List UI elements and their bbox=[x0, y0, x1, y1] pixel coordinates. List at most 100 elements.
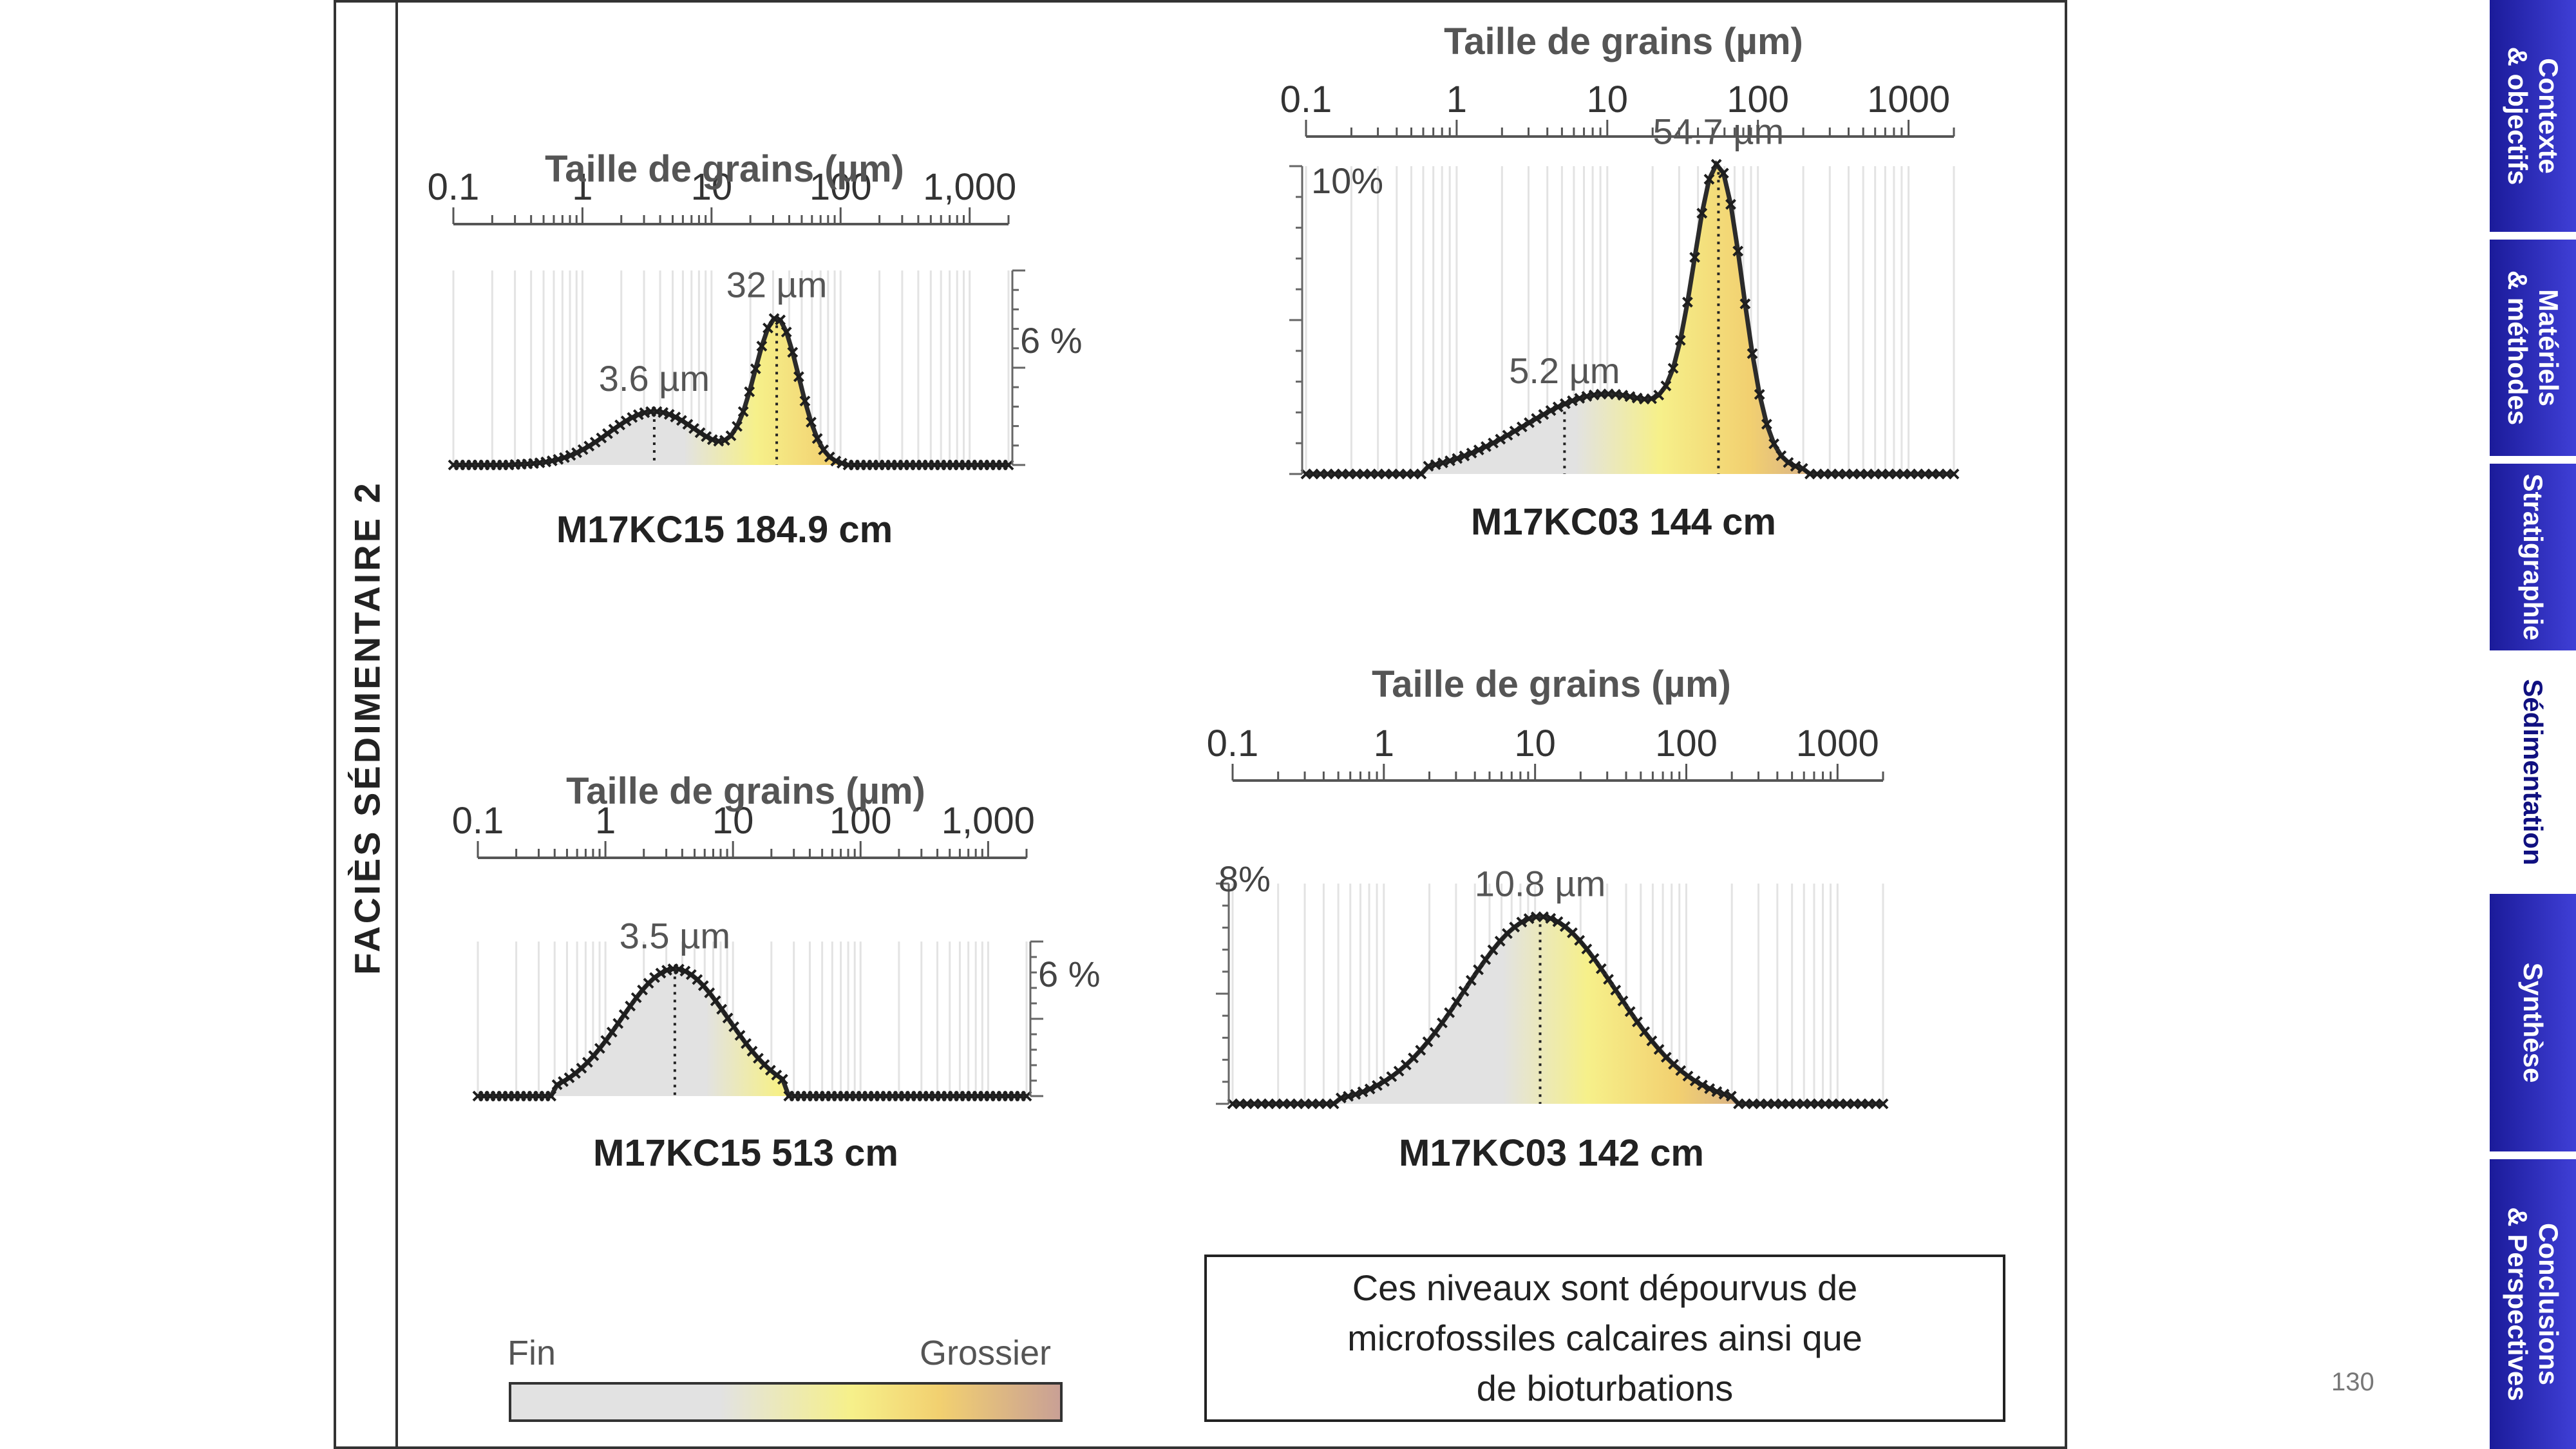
x-axis-title: Taille de grains (µm) bbox=[545, 148, 904, 190]
data-point bbox=[625, 1000, 636, 1012]
distribution-area bbox=[478, 969, 1027, 1096]
data-point bbox=[1689, 252, 1701, 263]
data-point bbox=[627, 412, 638, 423]
y-unit-label: 8% bbox=[1218, 858, 1271, 899]
data-point bbox=[620, 415, 632, 427]
nav-tab-0[interactable]: Contexte & objectifs bbox=[2490, 0, 2576, 232]
data-point bbox=[704, 987, 715, 999]
data-point bbox=[1437, 457, 1448, 469]
data-point bbox=[1516, 916, 1528, 928]
data-point bbox=[1581, 943, 1593, 955]
data-point bbox=[1603, 974, 1614, 985]
data-point bbox=[1415, 1045, 1426, 1056]
data-point bbox=[737, 406, 749, 417]
data-point bbox=[1481, 441, 1492, 452]
data-point bbox=[551, 1079, 563, 1090]
nav-tab-label: Sédimentation bbox=[2518, 679, 2548, 866]
data-point bbox=[608, 424, 620, 435]
nav-tab-label: Matériels & méthodes bbox=[2503, 270, 2564, 426]
data-point bbox=[663, 408, 675, 420]
x-tick-label: 100 bbox=[810, 166, 872, 208]
data-point bbox=[750, 363, 761, 375]
data-point bbox=[1567, 395, 1578, 406]
data-point bbox=[612, 1018, 624, 1029]
data-point bbox=[716, 1003, 728, 1015]
data-point bbox=[1466, 448, 1477, 459]
data-point bbox=[1451, 996, 1463, 1008]
data-point bbox=[1718, 1088, 1730, 1100]
data-point bbox=[1444, 1007, 1455, 1018]
data-point bbox=[1747, 348, 1758, 359]
data-point bbox=[1711, 1086, 1723, 1097]
peak-label: 54.7 µm bbox=[1653, 111, 1784, 151]
data-point bbox=[1473, 444, 1484, 456]
data-point bbox=[1429, 1027, 1441, 1038]
data-point bbox=[1350, 1088, 1361, 1100]
peak-label: 3.6 µm bbox=[599, 358, 710, 399]
data-point bbox=[1545, 913, 1557, 924]
data-point bbox=[1437, 1017, 1448, 1028]
data-point bbox=[1516, 421, 1528, 433]
data-point bbox=[1639, 1026, 1651, 1037]
nav-tab-label: Conclusions & Perspectives bbox=[2503, 1207, 2564, 1401]
data-point bbox=[1480, 954, 1492, 965]
data-point bbox=[618, 1009, 630, 1021]
data-point bbox=[1704, 1083, 1716, 1094]
x-tick-label: 0.1 bbox=[428, 166, 480, 208]
data-point bbox=[1343, 1090, 1354, 1102]
nav-tab-3[interactable]: Sédimentation bbox=[2490, 657, 2576, 887]
data-point bbox=[1444, 455, 1455, 466]
data-point bbox=[1552, 401, 1564, 413]
data-point bbox=[676, 415, 687, 426]
data-point bbox=[775, 314, 786, 326]
distribution-area bbox=[1233, 916, 1883, 1104]
data-point bbox=[1632, 1016, 1643, 1028]
x-tick-label: 1 bbox=[572, 166, 592, 208]
data-point bbox=[558, 1076, 569, 1087]
data-point bbox=[1465, 974, 1477, 986]
nav-tab-5[interactable]: Conclusions & Perspectives bbox=[2490, 1159, 2576, 1449]
data-point bbox=[1653, 390, 1665, 401]
data-point bbox=[756, 341, 768, 352]
section-nav: Contexte & objectifs Matériels & méthodes… bbox=[2490, 0, 2576, 1449]
data-point bbox=[583, 440, 595, 452]
data-point bbox=[1674, 335, 1686, 346]
sample-label: M17KC03 144 cm bbox=[1471, 501, 1776, 543]
data-point bbox=[1531, 413, 1542, 424]
data-point bbox=[1682, 296, 1693, 308]
data-point bbox=[1379, 1075, 1390, 1087]
legend-coarse-label: Grossier bbox=[920, 1334, 1052, 1372]
data-point bbox=[600, 1035, 612, 1046]
nav-tab-4[interactable]: Synthèse bbox=[2490, 894, 2576, 1151]
x-tick-label: 10 bbox=[1514, 723, 1556, 764]
data-point bbox=[1617, 995, 1629, 1007]
data-point bbox=[1710, 158, 1722, 170]
data-point bbox=[655, 967, 667, 979]
sample-label: M17KC03 142 cm bbox=[1399, 1132, 1704, 1174]
data-point bbox=[728, 1021, 740, 1032]
data-point bbox=[1682, 1070, 1694, 1082]
data-point bbox=[1783, 457, 1794, 468]
data-point bbox=[571, 447, 582, 459]
data-point bbox=[811, 433, 823, 444]
data-point bbox=[1559, 398, 1571, 410]
note-box: Ces niveaux sont dépourvus de microfossi… bbox=[1204, 1255, 2005, 1422]
data-point bbox=[1495, 433, 1506, 445]
data-point bbox=[1502, 430, 1513, 441]
nav-tab-2[interactable]: Stratigraphie bbox=[2490, 464, 2576, 650]
data-point bbox=[1588, 952, 1600, 964]
x-tick-label: 0.1 bbox=[1280, 79, 1332, 120]
data-point bbox=[1660, 380, 1672, 392]
x-tick-label: 1,000 bbox=[942, 800, 1035, 842]
data-point bbox=[1646, 393, 1657, 404]
x-tick-label: 1 bbox=[595, 800, 616, 842]
data-point bbox=[1524, 417, 1535, 428]
data-point bbox=[787, 346, 799, 358]
y-unit-label: 6 % bbox=[1020, 320, 1083, 361]
data-point bbox=[732, 421, 743, 432]
x-tick-label: 10 bbox=[691, 166, 733, 208]
data-point bbox=[1653, 1044, 1665, 1055]
nav-tab-1[interactable]: Matériels & méthodes bbox=[2490, 240, 2576, 456]
data-point bbox=[1768, 438, 1779, 450]
